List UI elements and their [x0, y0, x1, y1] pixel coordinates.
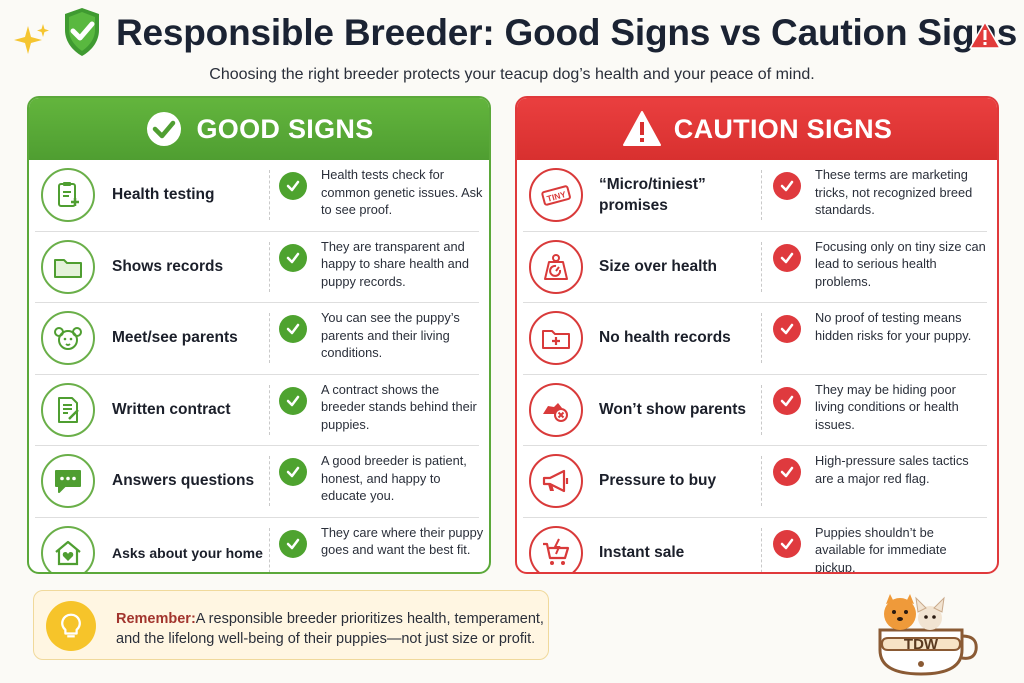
tiny-tag-text: TINY: [546, 189, 568, 204]
row-description: They may be hiding poor living condition…: [815, 381, 959, 432]
check-icon: [773, 386, 801, 415]
row-label: Won’t show parents: [599, 400, 746, 418]
clipboard-health-icon: [41, 168, 95, 222]
row-label: Health testing: [112, 186, 215, 204]
check-circle-icon: [147, 112, 182, 146]
row-label: Instant sale: [599, 543, 685, 561]
check-icon: [279, 458, 307, 486]
good-signs-panel: GOOD SIGNS Health testing Health tests c…: [27, 96, 491, 574]
divider: [269, 170, 270, 220]
divider: [761, 241, 762, 292]
caution-signs-header: CAUTION SIGNS: [517, 98, 997, 160]
dog-face-icon: [41, 311, 95, 365]
sparkle-icon: [14, 24, 49, 54]
good-sign-row: Asks about your home They care where the…: [35, 518, 483, 572]
row-label: Asks about your home: [112, 544, 263, 561]
good-sign-row: Written contract A contract shows the br…: [35, 375, 479, 446]
row-label: “Micro/tiniest” promises: [599, 176, 706, 214]
logo-text: TDW: [904, 636, 939, 653]
good-signs-heading: GOOD SIGNS: [196, 113, 374, 144]
tdw-logo: TDW: [878, 594, 978, 676]
page-subtitle: Choosing the right breeder protects your…: [209, 66, 815, 83]
row-description: A contract shows the breeder stands behi…: [321, 381, 477, 432]
remember-text: Remember:A responsible breeder prioritiz…: [116, 609, 546, 649]
caution-signs-heading: CAUTION SIGNS: [673, 113, 893, 144]
remember-body: A responsible breeder prioritizes health…: [116, 611, 544, 647]
megaphone-icon: [529, 454, 583, 508]
divider: [269, 241, 270, 292]
divider: [269, 456, 270, 506]
row-label: Meet/see parents: [112, 329, 238, 347]
check-icon: [773, 458, 801, 486]
shield-check-icon: [65, 8, 99, 56]
row-description: You can see the puppy’s parents and thei…: [321, 310, 460, 360]
check-icon: [279, 243, 307, 272]
good-sign-row: Shows records They are transparent and h…: [35, 232, 479, 303]
row-description: A good breeder is patient, honest, and h…: [321, 453, 467, 503]
folder-plus-icon: [529, 311, 583, 365]
divider: [761, 313, 762, 363]
row-description: High-pressure sales tactics are a major …: [815, 453, 969, 486]
row-label: Shows records: [112, 257, 224, 275]
row-description: Health tests check for common genetic is…: [321, 167, 483, 217]
check-icon: [773, 315, 801, 343]
check-icon: [279, 386, 307, 415]
good-signs-header: GOOD SIGNS: [29, 98, 489, 160]
lightbulb-icon: [46, 601, 96, 651]
caution-signs-panel: CAUTION SIGNS TINY “Micro/tiniest” promi…: [515, 96, 999, 574]
page-title: Responsible Breeder: Good Signs vs Cauti…: [116, 12, 1018, 53]
row-label: Answers questions: [112, 472, 255, 490]
warning-icon: [622, 111, 661, 146]
good-sign-row: Answers questions A good breeder is pati…: [35, 446, 479, 518]
hidden-dog-icon: [529, 382, 583, 437]
divider: [269, 313, 270, 363]
check-icon: [773, 243, 801, 272]
check-icon: [773, 529, 801, 558]
divider: [761, 527, 762, 572]
row-label: No health records: [599, 329, 731, 347]
caution-sign-row: TINY “Micro/tiniest” promises These term…: [523, 160, 987, 232]
remember-lead: Remember:: [116, 611, 196, 627]
weight-scale-icon: [529, 239, 583, 294]
tiny-tag-icon: TINY: [529, 168, 583, 222]
caution-sign-row: Pressure to buy High-pressure sales tact…: [523, 446, 987, 518]
check-icon: [279, 315, 307, 343]
row-description: Puppies shouldn’t be available for immed…: [815, 524, 947, 574]
check-icon: [279, 172, 307, 200]
remember-callout: Remember:A responsible breeder prioritiz…: [33, 590, 549, 660]
caution-sign-row: Won’t show parents They may be hiding po…: [523, 375, 987, 446]
chat-bubble-icon: [41, 454, 95, 508]
divider: [761, 170, 762, 220]
check-icon: [279, 529, 307, 558]
row-label: Written contract: [112, 400, 231, 418]
check-icon: [773, 172, 801, 200]
row-description: They are transparent and happy to share …: [321, 238, 469, 289]
shopping-cart-icon: [529, 525, 583, 572]
good-sign-row: Health testing Health tests check for co…: [35, 160, 482, 232]
good-sign-row: Meet/see parents You can see the puppy’s…: [35, 303, 479, 375]
row-description: These terms are marketing tricks, not re…: [815, 167, 973, 217]
row-label: Pressure to buy: [599, 472, 717, 490]
row-description: Focusing only on tiny size can lead to s…: [815, 238, 986, 289]
divider: [269, 384, 270, 435]
row-description: They care where their puppy goes and wan…: [321, 524, 484, 558]
caution-sign-row: Instant sale Puppies shouldn’t be availa…: [523, 518, 987, 574]
header: Responsible Breeder: Good Signs vs Cauti…: [0, 0, 1024, 92]
folder-icon: [41, 239, 95, 294]
contract-icon: [41, 382, 95, 437]
caution-sign-row: No health records No proof of testing me…: [523, 303, 987, 375]
row-label: Size over health: [599, 257, 718, 275]
row-description: No proof of testing means hidden risks f…: [815, 310, 972, 343]
home-heart-icon: [41, 525, 95, 572]
divider: [761, 456, 762, 506]
divider: [761, 384, 762, 435]
warning-icon: [969, 21, 1001, 49]
caution-sign-row: Size over health Focusing only on tiny s…: [523, 232, 987, 303]
divider: [269, 527, 270, 572]
